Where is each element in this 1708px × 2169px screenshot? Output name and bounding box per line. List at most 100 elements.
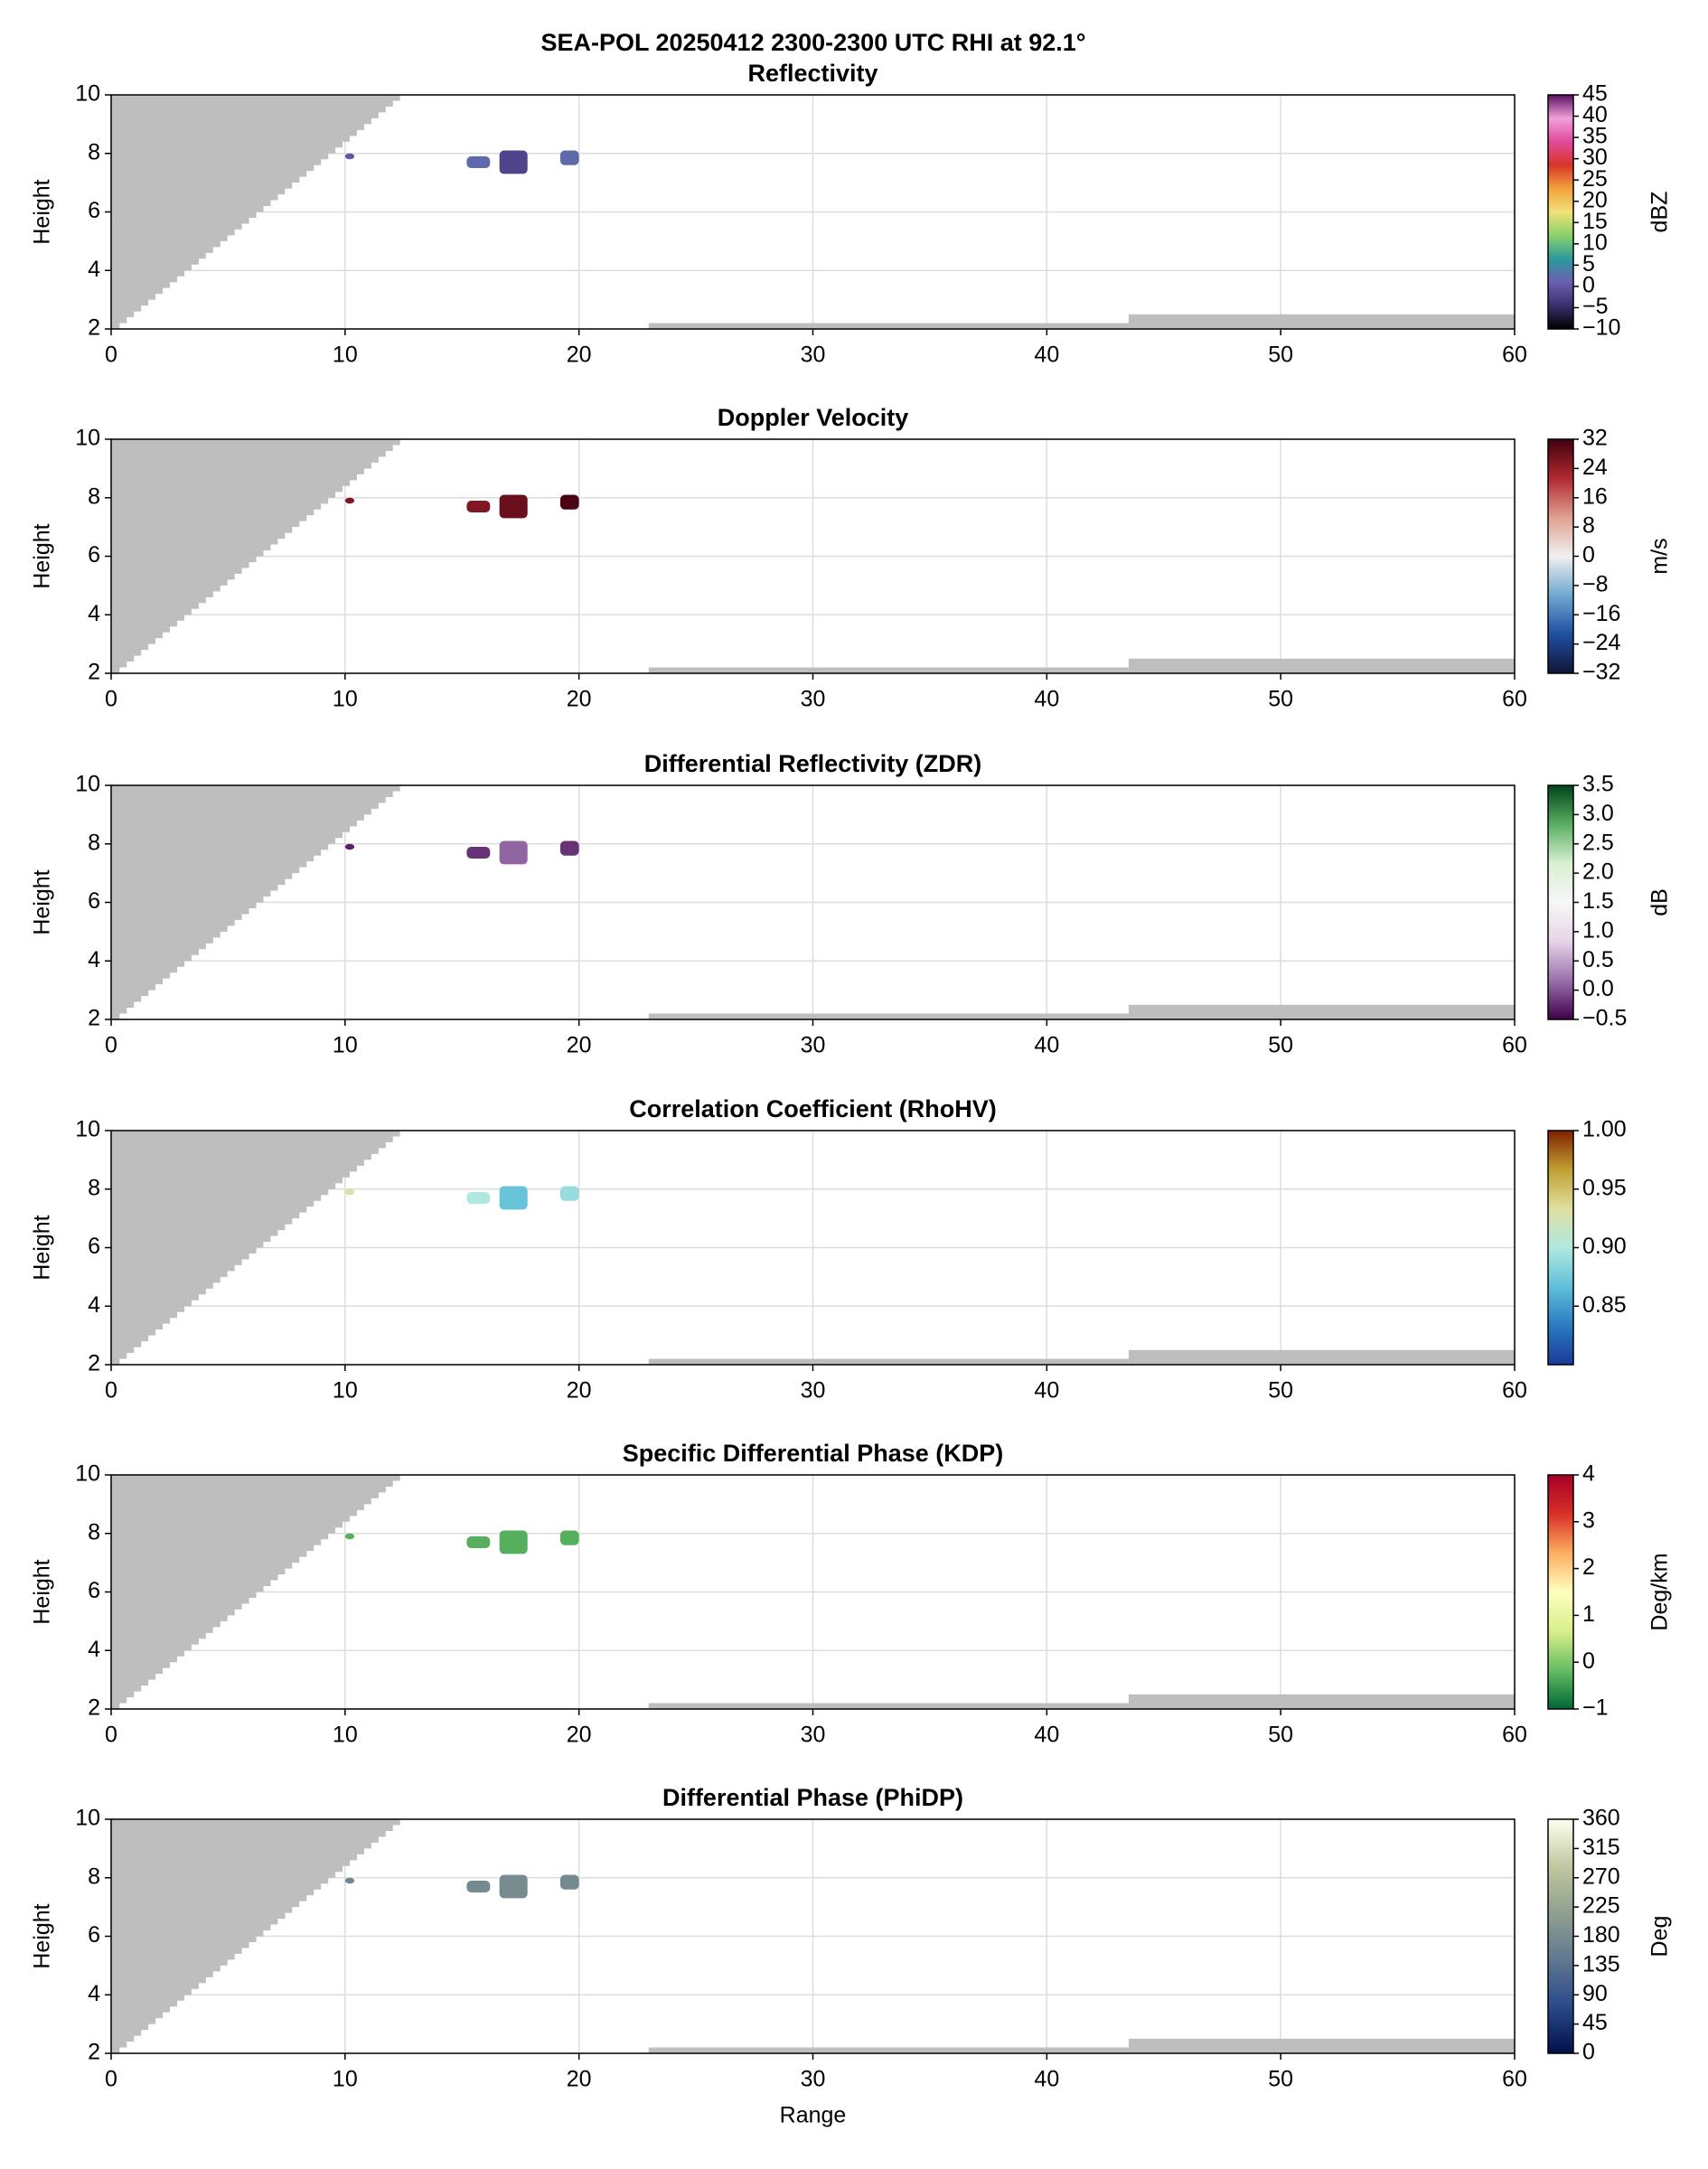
x-tick-label: 60 xyxy=(1502,343,1527,368)
colorbar-tick-label: 3 xyxy=(1582,1507,1595,1533)
ground-clutter xyxy=(648,2047,1129,2053)
y-axis-label: Height xyxy=(30,179,55,244)
colorbar-tick-label: 0 xyxy=(1582,2040,1595,2065)
colorbar-tick-label: 0.0 xyxy=(1582,976,1614,1001)
colorbar-tick-label: 5 xyxy=(1582,251,1595,277)
colorbar-tick-label: 1.0 xyxy=(1582,917,1614,943)
colorbar-tick-label: 1.5 xyxy=(1582,888,1614,914)
x-tick-label: 50 xyxy=(1268,1378,1293,1404)
x-axis-label: Range xyxy=(780,2103,847,2128)
colorbar-tick-label: −1 xyxy=(1582,1695,1609,1721)
y-tick-label: 4 xyxy=(88,257,100,282)
y-tick-label: 2 xyxy=(88,660,100,685)
y-tick-label: 2 xyxy=(88,315,100,341)
echo xyxy=(344,153,355,160)
x-tick-label: 40 xyxy=(1034,343,1059,368)
x-tick-label: 20 xyxy=(567,687,592,712)
echo xyxy=(466,1880,491,1892)
blocked-region xyxy=(111,1131,408,1365)
x-tick-label: 30 xyxy=(801,343,826,368)
x-tick-label: 50 xyxy=(1268,687,1293,712)
y-tick-label: 8 xyxy=(88,484,100,509)
colorbar-tick-label: 4 xyxy=(1582,1461,1595,1487)
y-tick-label: 8 xyxy=(88,1175,100,1200)
colorbar-tick-label: 360 xyxy=(1582,1806,1620,1831)
ground-clutter xyxy=(1128,1349,1515,1365)
x-tick-label: 0 xyxy=(105,343,117,368)
x-tick-label: 40 xyxy=(1034,2067,1059,2092)
y-tick-label: 8 xyxy=(88,830,100,855)
colorbar-tick-label: −0.5 xyxy=(1582,1006,1627,1031)
x-tick-label: 30 xyxy=(801,2067,826,2092)
ground-clutter xyxy=(1128,314,1515,329)
y-tick-label: 4 xyxy=(88,1981,100,2006)
colorbar xyxy=(1547,1474,1574,1710)
x-tick-label: 30 xyxy=(801,1378,826,1404)
x-tick-label: 60 xyxy=(1502,2067,1527,2092)
colorbar-tick-label: 180 xyxy=(1582,1922,1620,1948)
echo xyxy=(466,1535,491,1548)
colorbar-tick-label: 0.85 xyxy=(1582,1292,1627,1318)
y-axis-label: Height xyxy=(30,1903,55,1968)
colorbar xyxy=(1547,1130,1574,1366)
x-tick-label: 30 xyxy=(801,1033,826,1058)
y-tick-label: 2 xyxy=(88,1351,100,1376)
y-tick-label: 8 xyxy=(88,139,100,164)
colorbar-tick-label: 2 xyxy=(1582,1554,1595,1580)
y-axis-label: Height xyxy=(30,869,55,934)
ground-clutter xyxy=(648,1358,1129,1365)
colorbar-tick-label: −16 xyxy=(1582,601,1620,626)
x-tick-label: 30 xyxy=(801,687,826,712)
echo xyxy=(559,1530,579,1545)
panel-title: Correlation Coefficient (RhoHV) xyxy=(629,1095,997,1122)
x-tick-label: 50 xyxy=(1268,1723,1293,1748)
y-tick-label: 8 xyxy=(88,1864,100,1889)
x-tick-label: 0 xyxy=(105,1378,117,1404)
x-tick-label: 20 xyxy=(567,1723,592,1748)
colorbar-label: Deg/km xyxy=(1647,1553,1673,1630)
echo xyxy=(466,846,491,859)
echo xyxy=(466,1191,491,1204)
y-axis-label: Height xyxy=(30,1559,55,1624)
colorbar-tick-label: 0.95 xyxy=(1582,1175,1627,1200)
x-tick-label: 0 xyxy=(105,2067,117,2092)
colorbar-tick-label: 0 xyxy=(1582,273,1595,298)
echo xyxy=(559,1874,579,1890)
x-tick-label: 60 xyxy=(1502,1378,1527,1404)
x-tick-label: 20 xyxy=(567,2067,592,2092)
x-tick-label: 60 xyxy=(1502,1723,1527,1748)
colorbar-tick-label: 315 xyxy=(1582,1835,1620,1860)
y-tick-label: 6 xyxy=(88,198,100,223)
y-tick-label: 10 xyxy=(75,1461,100,1487)
panel-title: Reflectivity xyxy=(747,60,877,87)
colorbar-tick-label: 0.90 xyxy=(1582,1234,1627,1259)
echo xyxy=(344,1188,355,1196)
colorbar-tick-label: 20 xyxy=(1582,187,1608,212)
panel-title: Differential Phase (PhiDP) xyxy=(662,1784,963,1811)
y-tick-label: 6 xyxy=(88,1922,100,1948)
colorbar-tick-label: 2.0 xyxy=(1582,859,1614,885)
y-tick-label: 10 xyxy=(75,426,100,451)
blocked-region xyxy=(111,439,408,673)
colorbar-tick-label: −5 xyxy=(1582,294,1609,319)
x-tick-label: 50 xyxy=(1268,2067,1293,2092)
echo xyxy=(344,1533,355,1540)
colorbar-tick-label: 0.5 xyxy=(1582,947,1614,972)
plot-frame xyxy=(110,1818,1516,2054)
colorbar-tick-label: 45 xyxy=(1582,81,1608,107)
echo xyxy=(499,150,528,174)
x-tick-label: 0 xyxy=(105,1033,117,1058)
x-tick-label: 20 xyxy=(567,1378,592,1404)
x-tick-label: 50 xyxy=(1268,1033,1293,1058)
x-tick-label: 10 xyxy=(333,1723,358,1748)
echo xyxy=(344,843,355,850)
colorbar-tick-label: 225 xyxy=(1582,1893,1620,1919)
colorbar-tick-label: 0 xyxy=(1582,542,1595,568)
x-tick-label: 10 xyxy=(333,2067,358,2092)
y-tick-label: 6 xyxy=(88,888,100,914)
colorbar-tick-label: 10 xyxy=(1582,230,1608,255)
colorbar-tick-label: 30 xyxy=(1582,145,1608,170)
ground-clutter xyxy=(1128,658,1515,673)
x-tick-label: 30 xyxy=(801,1723,826,1748)
x-tick-label: 20 xyxy=(567,343,592,368)
